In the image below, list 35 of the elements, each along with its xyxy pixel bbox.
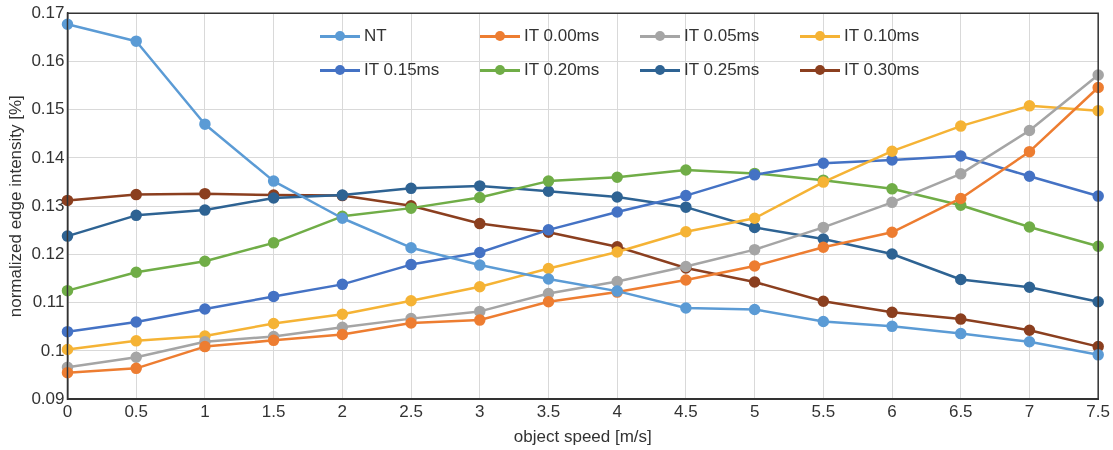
x-tick-label: 0.5 (124, 402, 149, 422)
x-tick-label: 1 (200, 402, 210, 422)
legend-label: IT 0.25ms (684, 60, 760, 80)
y-tick-label: 0.16 (31, 51, 65, 71)
legend-label: IT 0.15ms (364, 60, 440, 80)
x-tick-label: 6.5 (948, 402, 973, 422)
x-tick-label: 7.5 (1086, 402, 1110, 422)
x-tick-label: 5.5 (811, 402, 836, 422)
legend-label: IT 0.00ms (524, 26, 600, 46)
x-tick-label: 3 (475, 402, 485, 422)
y-tick-label: 0.17 (31, 2, 65, 22)
x-tick-label: 1.5 (261, 402, 286, 422)
x-tick-label: 2.5 (399, 402, 423, 422)
x-tick-label: 4.5 (674, 402, 698, 422)
y-tick-label: 0.14 (31, 147, 65, 167)
y-tick-label: 0.1 (40, 340, 65, 360)
x-tick-label: 0 (62, 402, 73, 422)
y-tick-label: 0.15 (31, 99, 65, 119)
x-tick-label: 6 (887, 402, 897, 422)
x-tick-label: 4 (612, 402, 622, 422)
y-tick-label: 0.12 (31, 244, 65, 264)
y-tick-label: 0.13 (31, 195, 65, 215)
x-tick-label: 3.5 (536, 402, 561, 422)
x-axis-title: object speed [m/s] (513, 427, 652, 447)
y-tick-label: 0.11 (32, 292, 65, 312)
y-tick-label: 0.09 (31, 388, 65, 408)
legend-label: IT 0.05ms (684, 26, 760, 46)
legend-label: NT (364, 26, 387, 46)
legend-label: IT 0.10ms (844, 26, 920, 46)
x-tick-label: 5 (749, 402, 760, 422)
legend-label: IT 0.30ms (844, 60, 920, 80)
x-tick-label: 7 (1024, 402, 1035, 422)
x-tick-label: 2 (337, 402, 348, 422)
legend-label: IT 0.20ms (524, 60, 600, 80)
y-axis-title: normalized edge intensity [%] (5, 95, 25, 318)
